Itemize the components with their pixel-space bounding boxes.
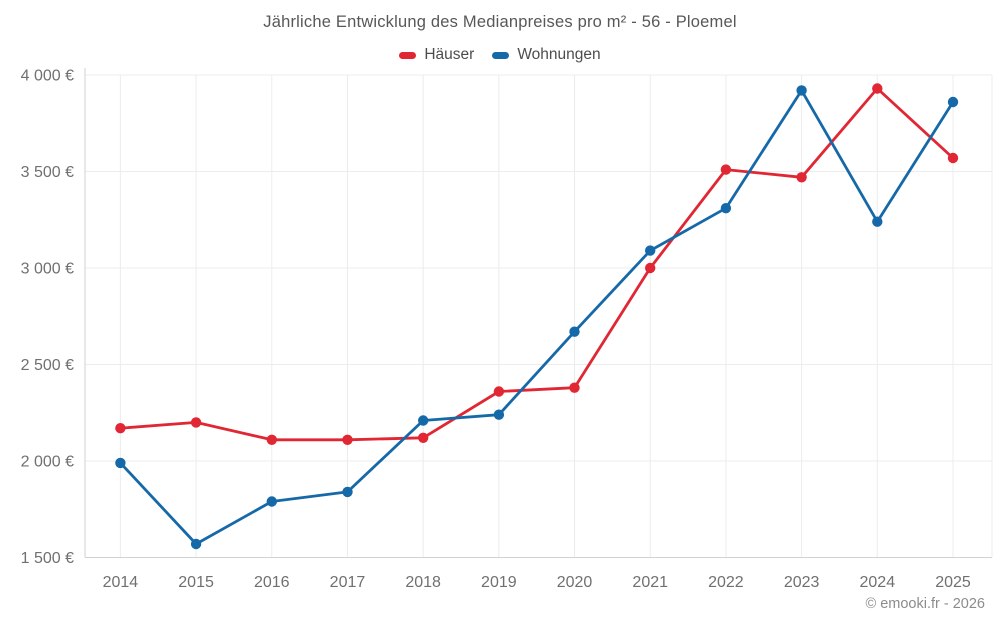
data-point[interactable] (947, 96, 959, 108)
data-point[interactable] (720, 203, 732, 214)
data-point[interactable] (872, 216, 883, 227)
data-point[interactable] (645, 245, 656, 256)
data-point[interactable] (720, 164, 732, 175)
x-tick-label: 2023 (784, 574, 820, 591)
x-tick-label: 2020 (557, 574, 593, 591)
data-point[interactable] (493, 409, 505, 420)
chart-title: Jährliche Entwicklung des Medianpreises … (263, 13, 737, 31)
series-line-häuser (119, 87, 955, 442)
data-point[interactable] (569, 326, 580, 337)
data-point[interactable] (266, 434, 277, 445)
series-points-wohnungen (115, 85, 959, 550)
data-point[interactable] (190, 417, 202, 428)
x-tick-label: 2018 (405, 574, 441, 591)
x-tick-label: 2017 (330, 574, 366, 591)
y-tick-label: 3 000 € (21, 261, 74, 278)
data-point[interactable] (115, 423, 126, 434)
x-tick-label: 2025 (935, 574, 971, 591)
chart-legend: Häuser Wohnungen (0, 46, 1000, 64)
x-tick-label: 2022 (708, 574, 744, 591)
data-point[interactable] (418, 415, 429, 426)
data-point[interactable] (569, 382, 580, 393)
y-gridlines (85, 74, 992, 558)
x-gridlines (119, 75, 993, 558)
x-tick-label: 2016 (254, 574, 290, 591)
x-tick-label: 2015 (178, 574, 214, 591)
legend-label-haeuser: Häuser (424, 46, 475, 63)
y-tick-label: 2 500 € (21, 357, 74, 374)
data-point[interactable] (418, 432, 429, 443)
x-tick-label: 2014 (103, 574, 139, 591)
copyright-text: © emooki.fr - 2026 (865, 596, 985, 612)
data-point[interactable] (342, 434, 353, 445)
legend-item-wohnungen[interactable]: Wohnungen (492, 46, 601, 64)
legend-label-wohnungen: Wohnungen (517, 46, 601, 63)
series-points-häuser (115, 83, 959, 445)
data-point[interactable] (266, 496, 277, 507)
series-line-wohnungen (119, 89, 955, 546)
data-point[interactable] (493, 386, 505, 397)
data-point[interactable] (115, 457, 126, 469)
legend-swatch-haeuser-icon (399, 51, 417, 59)
x-tick-labels: 2014 2015 2016 2017 2018 2019 2020 2021 2022 2023… (103, 574, 971, 591)
data-point[interactable] (947, 152, 959, 164)
legend-swatch-wohnungen-icon (492, 51, 510, 59)
data-point[interactable] (342, 486, 353, 498)
y-tick-labels: 1 500 € 2 000 € 2 500 € 3 000 € 3 500 € 4 000… (21, 68, 74, 568)
legend-item-haeuser[interactable]: Häuser (399, 46, 474, 64)
data-point[interactable] (872, 83, 883, 94)
data-point[interactable] (796, 85, 807, 96)
y-tick-label: 2 000 € (21, 454, 74, 471)
x-tick-label: 2024 (860, 574, 896, 591)
axis-lines (84, 68, 992, 558)
data-point[interactable] (645, 262, 656, 274)
y-tick-label: 4 000 € (21, 68, 74, 85)
y-tick-label: 1 500 € (21, 550, 74, 567)
x-tick-label: 2019 (481, 574, 517, 591)
data-point[interactable] (190, 538, 202, 550)
x-tick-label: 2021 (632, 574, 668, 591)
data-point[interactable] (796, 172, 807, 183)
y-tick-label: 3 500 € (21, 164, 74, 181)
